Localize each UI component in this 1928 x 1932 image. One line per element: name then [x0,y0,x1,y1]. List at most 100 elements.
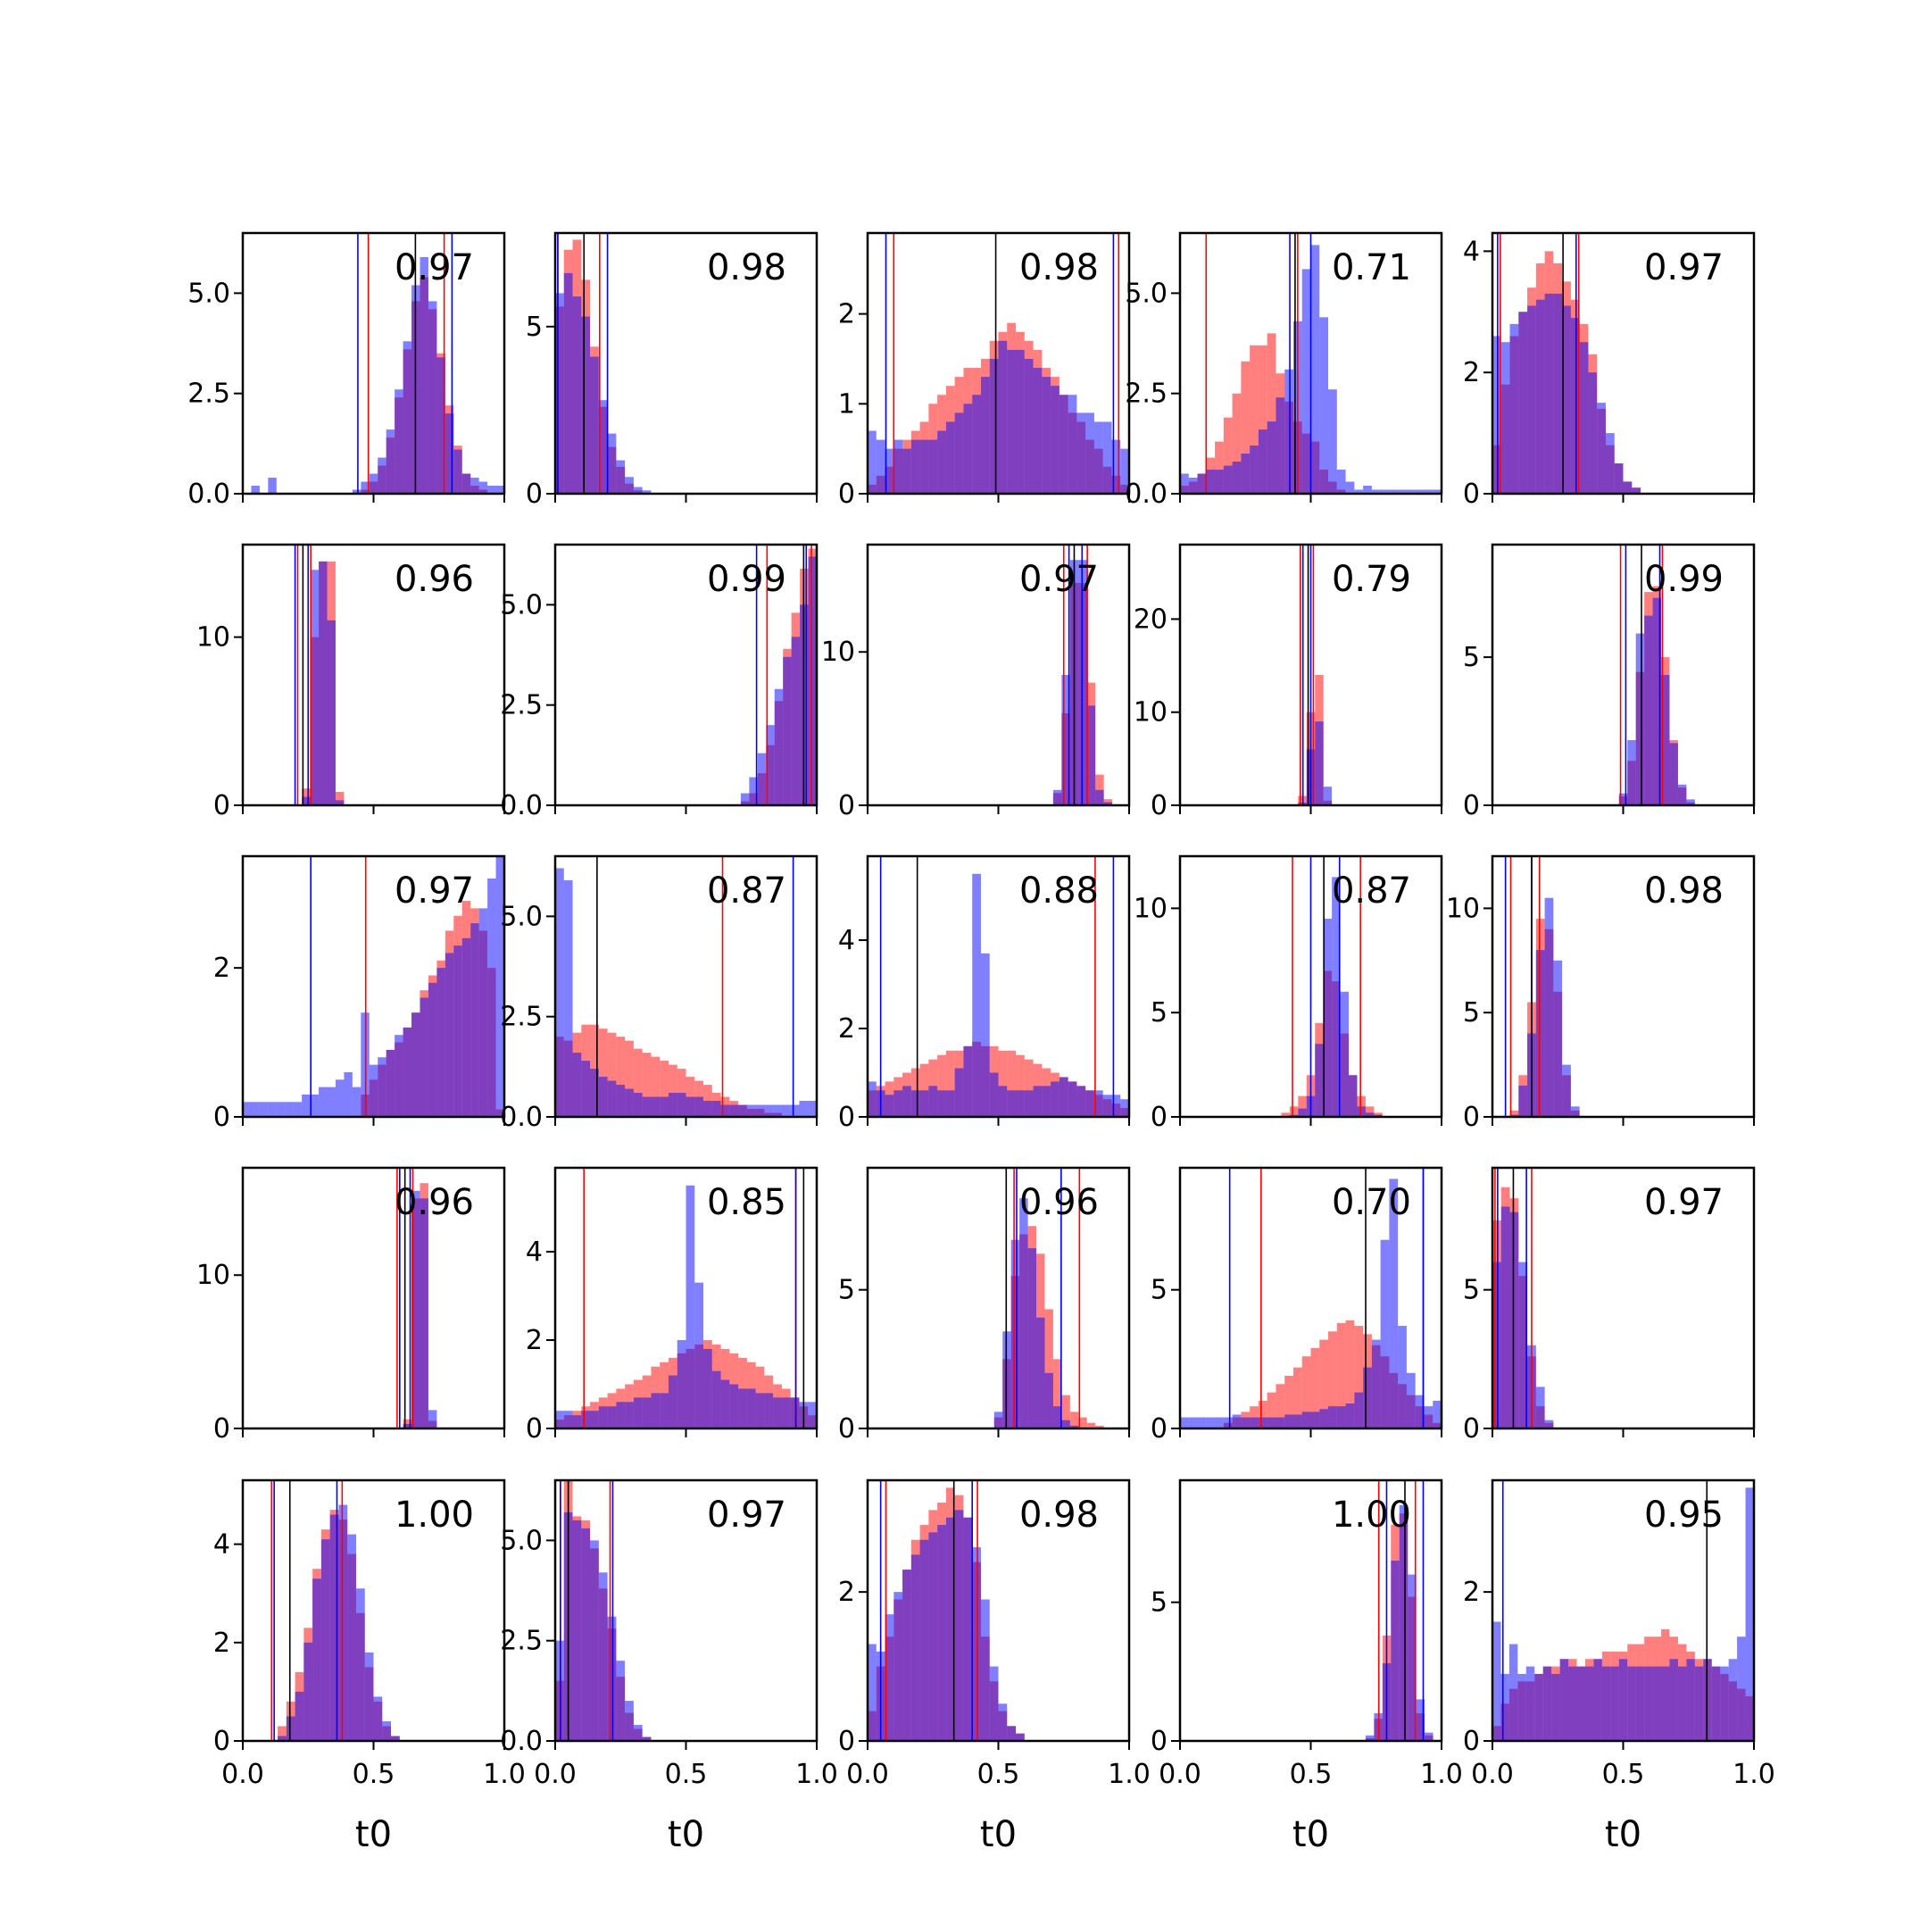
y-tick-label: 1 [838,388,855,420]
blue-hist-bar [945,421,955,494]
blue-hist-bar [1111,1095,1121,1117]
y-tick-label: 2.5 [500,690,543,721]
blue-hist-bar [781,1104,791,1117]
blue-hist-bar [1016,1090,1025,1117]
blue-hist-bar [1061,1420,1070,1428]
plot-area [868,233,1129,494]
x-tick-label: 0.5 [977,1759,1020,1790]
subplot-r3-c1: 0 2 4 0.85 [526,1166,819,1445]
blue-hist-bar [686,1185,695,1428]
y-tick-label: 0.0 [500,1102,543,1133]
blue-hist-bar [478,481,488,494]
blue-hist-bar [1380,1239,1390,1428]
blue-hist-bar [1250,446,1259,494]
y-tick-label: 2 [213,1628,230,1659]
blue-hist-bar [391,1736,400,1741]
red-hist-bar [1215,441,1224,494]
blue-hist-bar [720,1104,730,1117]
blue-hist-bar [1542,1666,1552,1741]
blue-hist-bar [572,1415,582,1428]
blue-hist-bar [461,473,471,494]
blue-hist-bar [625,1701,634,1741]
blue-hist-bar [1354,1392,1364,1428]
blue-hist-bar [581,1528,591,1741]
blue-hist-bar [1597,403,1606,494]
blue-hist-bar [445,413,454,494]
red-hist-bar [1232,393,1242,494]
blue-hist-bar [1570,1106,1580,1117]
plot-area [1492,1480,1754,1741]
blue-hist-bar [972,873,981,1117]
score-annotation: 0.99 [1644,559,1724,600]
red-hist-bar [1052,1359,1062,1428]
blue-hist-bar [729,1384,739,1428]
score-annotation: 0.96 [395,559,474,600]
y-tick-label: 2 [1463,1577,1480,1608]
score-annotation: 0.88 [1019,870,1099,912]
x-tick-label: 1.0 [1108,1759,1151,1790]
subplot-r1-c3: 0 10 20 0.79 [1134,543,1443,821]
blue-hist-bar [1042,377,1051,494]
score-annotation: 0.96 [1019,1182,1099,1223]
blue-hist-bar [243,1102,252,1117]
blue-hist-bar [1745,1487,1754,1741]
subplot-r1-c1: 0.0 2.5 5.0 0.99 [500,543,819,821]
red-hist-bar [651,1056,661,1117]
blue-hist-bar [937,430,946,494]
y-tick-label: 0.0 [1125,479,1168,510]
blue-hist-bar [1215,470,1224,494]
red-hist-bar [1319,1339,1329,1428]
blue-hist-bar [963,1517,973,1741]
y-tick-label: 5.0 [500,901,543,932]
blue-hist-bar [1644,1666,1653,1741]
y-tick-label: 0 [526,479,543,510]
blue-hist-bar [1544,293,1554,494]
blue-hist-bar [980,377,990,494]
red-hist-bar [945,1050,955,1117]
blue-hist-bar [555,868,564,1117]
y-tick-label: 2 [1463,357,1480,388]
blue-hist-bar [989,358,999,494]
blue-hist-bar [1215,1417,1224,1428]
y-tick-label: 0 [838,790,855,821]
blue-hist-bar [1635,1666,1645,1741]
blue-hist-bar [1544,897,1554,1117]
plot-area [993,1168,1104,1428]
blue-hist-bar [1492,336,1501,494]
blue-hist-bar [598,400,608,494]
y-tick-label: 5 [1151,997,1168,1028]
subplot-r3-c3: 050.70 [1151,1166,1443,1445]
blue-hist-bar [1357,1106,1366,1117]
blue-hist-bar [555,293,564,494]
blue-hist-bar [1380,489,1390,494]
subplot-r0-c1: 050.98 [526,231,819,510]
blue-hist-bar [980,953,990,1117]
blue-hist-bar [420,1198,428,1428]
plot-area [1180,1168,1442,1428]
blue-hist-bar [910,1090,920,1117]
blue-hist-bar [1241,1417,1251,1428]
blue-hist-bar [910,1554,920,1741]
blue-hist-bar [1492,1262,1501,1428]
blue-hist-bar [1328,1406,1337,1428]
blue-hist-bar [1103,802,1113,805]
y-tick-label: 5 [1463,642,1480,673]
x-axis-label: t0 [1605,1814,1641,1855]
subplot-r2-c3: 0 5 10 0.87 [1134,854,1443,1133]
blue-hist-bar [436,357,445,494]
y-tick-label: 10 [1446,893,1480,924]
blue-hist-bar [386,1049,395,1117]
blue-hist-bar [1371,1339,1381,1428]
score-annotation: 0.95 [1644,1495,1724,1536]
blue-hist-bar [998,1703,1008,1741]
blue-hist-bar [1371,489,1381,494]
y-tick-label: 5.0 [500,1525,543,1556]
blue-hist-bar [1102,421,1112,494]
blue-hist-bar [1036,1317,1045,1428]
blue-hist-bar [1033,368,1043,494]
blue-hist-bar [1284,369,1293,494]
red-hist-bar [1284,1375,1293,1428]
blue-hist-bar [1579,342,1589,494]
blue-hist-bar [1276,1417,1285,1428]
y-tick-label: 5 [1151,1275,1168,1306]
